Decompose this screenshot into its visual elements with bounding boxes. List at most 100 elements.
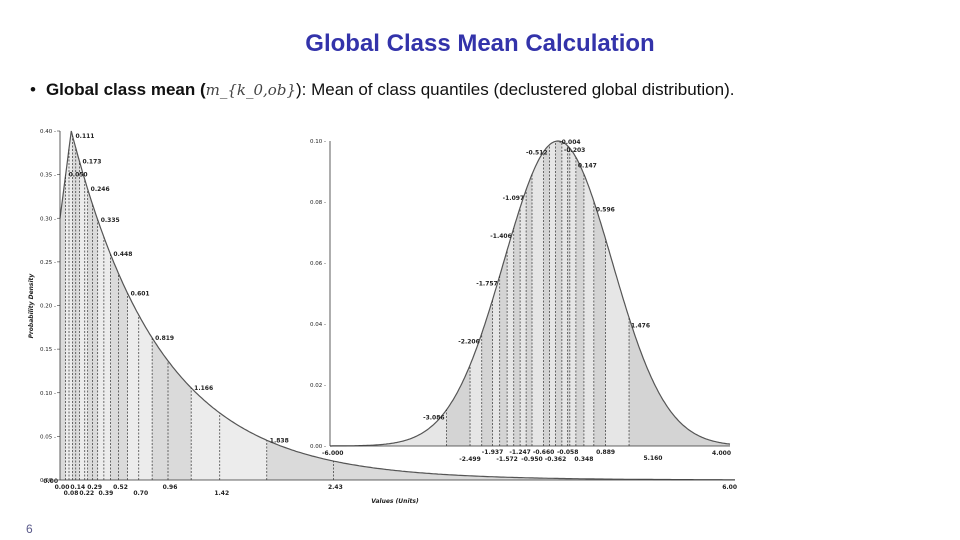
right-class-band <box>446 365 471 446</box>
right-quantile-label-bottom: -0.660 <box>533 449 554 456</box>
right-quantile-label-top: -0.004 <box>559 139 580 146</box>
right-class-band <box>593 201 606 446</box>
left-quantile-label-bottom: 0.96 <box>163 484 178 491</box>
left-y-tick-label: 0.00 - <box>40 478 56 484</box>
right-class-band <box>555 141 562 446</box>
left-y-tick-label: 0.30 - <box>40 216 56 222</box>
right-chart-group: 0.10 - 0.08 - 0.06 - 0.04 - 0.02 - 0.00 - -0.0… <box>310 139 731 463</box>
left-quantile-label-top: 1.166 <box>194 385 213 392</box>
right-quantile-label-bottom: -1.572 <box>496 456 517 463</box>
left-quantile-label-bottom: 1.42 <box>214 490 229 497</box>
left-quantile-label-top: 5.160 <box>644 455 663 462</box>
left-class-band <box>266 440 735 480</box>
left-y-tick-label: 0.15 - <box>40 347 56 353</box>
right-quantile-label-bottom: -1.937 <box>482 449 503 456</box>
right-quantile-label-top: -1.757 <box>476 281 497 288</box>
right-class-band <box>549 141 556 447</box>
right-y-tick-label: 0.04 - <box>310 322 326 328</box>
left-quantile-label-bottom: 0.08 <box>64 490 79 497</box>
right-class-band <box>567 145 570 446</box>
left-quantile-label-bottom: 0.39 <box>98 490 113 497</box>
left-quantile-label-top: 0.448 <box>113 251 132 258</box>
right-class-band <box>532 151 544 446</box>
bullet-lead: Global class mean ( <box>45 80 206 99</box>
right-quantile-label-top: -0.512 <box>526 150 547 157</box>
left-class-band <box>60 174 66 480</box>
slide-title: Global Class Mean Calculation <box>305 30 655 57</box>
right-class-band <box>605 239 630 446</box>
left-density-curve <box>59 130 735 481</box>
right-class-band <box>499 250 508 446</box>
right-quantile-label-bottom: -0.950 <box>521 456 542 463</box>
bullet-dot-icon: • <box>30 80 36 99</box>
left-y-tick-label: 0.10 - <box>40 391 56 397</box>
left-quantile-label-bottom: 0.14 <box>70 484 85 491</box>
right-quantile-label-top: 0.147 <box>578 162 597 169</box>
right-quantile-label-bottom: 0.348 <box>574 456 593 463</box>
right-quantile-label-bottom: -1.247 <box>509 449 530 456</box>
right-class-band <box>513 207 521 446</box>
left-x-start-label: 0.00 <box>43 478 58 485</box>
left-quantile-label-bottom: 0.29 <box>87 484 102 491</box>
left-quantile-label-bottom: 0.00 <box>55 484 70 491</box>
left-quantile-label-top: 0.246 <box>91 186 110 193</box>
left-quantile-label-bottom: 0.52 <box>113 484 128 491</box>
right-class-band <box>583 174 594 446</box>
right-class-band <box>569 148 576 446</box>
left-quantile-label-top: 0.335 <box>101 217 120 224</box>
right-class-band <box>492 275 500 446</box>
left-quantile-label-top: 0.173 <box>82 158 101 165</box>
left-quantile-label-top: 1.838 <box>270 437 289 444</box>
right-class-band <box>481 299 493 446</box>
right-class-band <box>526 174 532 446</box>
right-class-band <box>520 189 527 447</box>
left-y-tick-label: 0.40 - <box>40 129 56 135</box>
left-class-band <box>79 161 88 480</box>
page-number: 6 <box>26 522 33 536</box>
right-quantile-label-top: -3.086 <box>423 415 444 422</box>
right-class-band <box>543 144 550 446</box>
left-class-band <box>152 337 192 480</box>
left-class-band <box>127 293 153 480</box>
left-quantile-label-top: 0.050 <box>69 172 88 179</box>
bullet-rest: ): Mean of class quantiles (declustered … <box>296 80 735 99</box>
right-quantile-label-top: -1.406 <box>490 233 511 240</box>
left-quantile-label-top: 0.819 <box>155 335 174 342</box>
left-quantile-label-bottom: 0.70 <box>133 490 148 497</box>
left-quantile-label-top: 0.111 <box>75 133 94 140</box>
bullet-point: • Global class mean (m_{k_0,ob}): Mean of… <box>30 80 734 100</box>
right-y-tick-label: 0.08 - <box>310 200 326 206</box>
right-quantile-label-bottom: -0.058 <box>557 449 578 456</box>
right-class-band <box>470 333 482 446</box>
right-quantile-label-top: -0.203 <box>564 147 585 154</box>
left-class-band <box>191 387 267 480</box>
right-quantile-label-top: 0.596 <box>596 206 615 213</box>
right-x-start-label: -6.000 <box>322 450 343 457</box>
left-quantile-label-bottom: 0.22 <box>79 490 94 497</box>
left-y-axis-label: Probability Density <box>28 273 35 339</box>
right-x-end-label: 4.000 <box>712 450 731 457</box>
right-class-band <box>575 157 584 447</box>
left-y-tick-label: 0.05 - <box>40 434 56 440</box>
left-class-band <box>110 254 128 480</box>
right-class-band <box>629 317 730 446</box>
right-quantile-label-bottom: -2.499 <box>459 456 480 463</box>
right-quantile-label-top: -2.206 <box>458 338 479 345</box>
right-y-tick-label: 0.02 - <box>310 383 326 389</box>
left-chart-group: 0.40 - 0.35 - 0.30 - 0.25 - 0.20 - 0.15 - 0.10… <box>28 129 737 505</box>
right-y-tick-label: 0.10 - <box>310 139 326 145</box>
right-quantile-label-bottom: 0.889 <box>596 449 615 456</box>
right-quantile-label-bottom: -0.362 <box>545 456 566 463</box>
right-y-tick-label: 0.00 - <box>310 444 326 450</box>
right-density-curve <box>330 140 731 447</box>
math-symbol: m_{k_0,ob} <box>205 81 296 99</box>
right-class-band <box>507 228 514 446</box>
left-x-axis-label: Values (Units) <box>371 498 419 505</box>
left-y-tick-label: 0.20 - <box>40 304 56 310</box>
left-class-band <box>65 131 73 480</box>
left-x-end-label: 6.00 <box>722 484 737 491</box>
right-quantile-label-top: -1.097 <box>503 195 524 202</box>
left-y-tick-label: 0.35 - <box>40 173 56 179</box>
right-quantile-label-top: 1.476 <box>631 323 650 330</box>
